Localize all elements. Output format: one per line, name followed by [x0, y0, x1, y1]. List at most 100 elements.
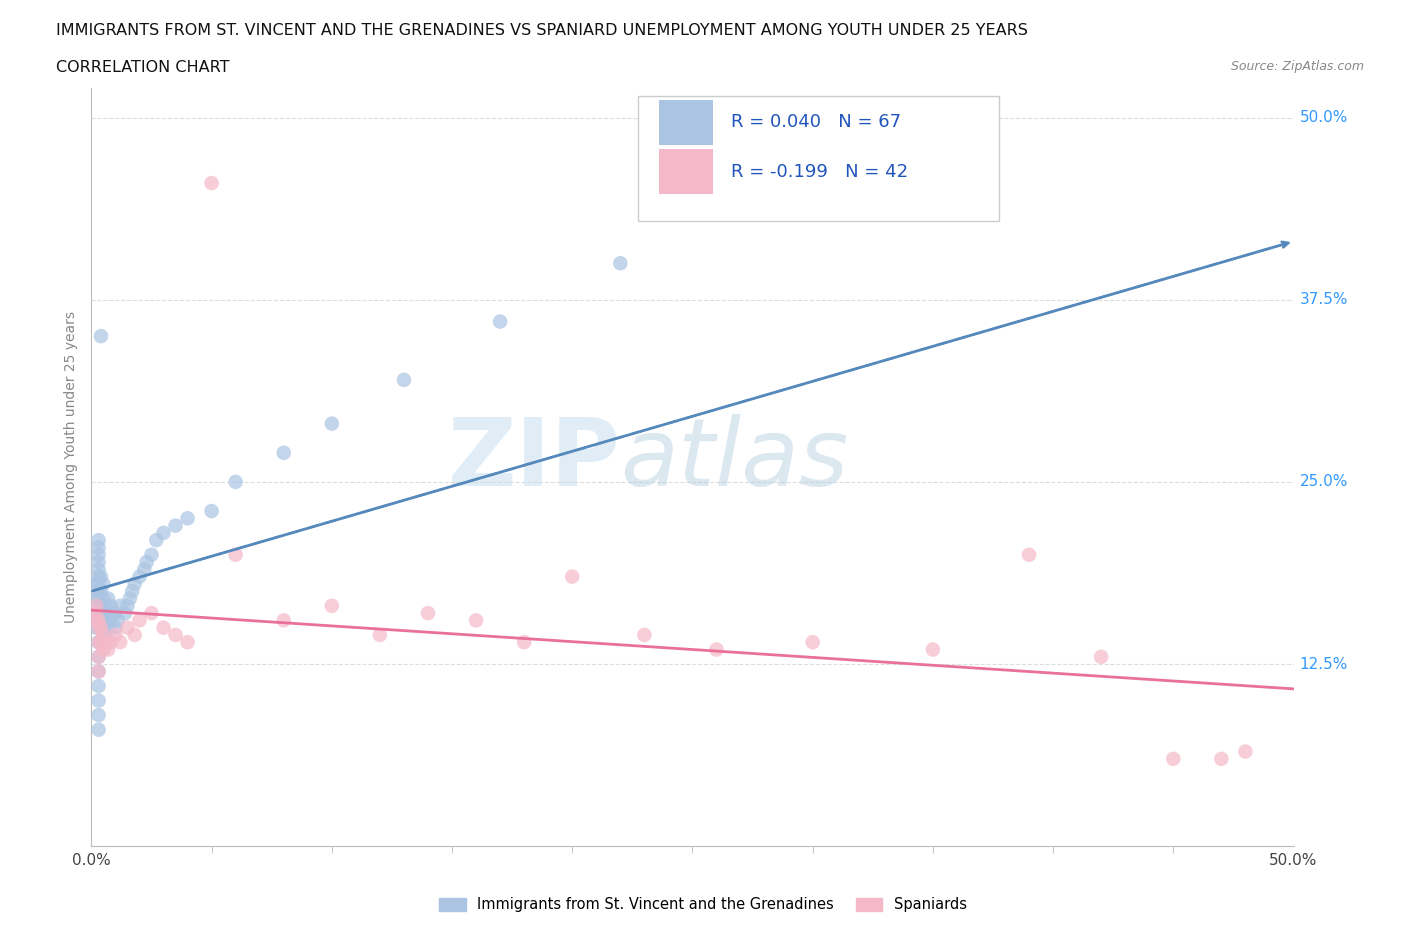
Point — [93, 605, 115, 620]
Point — [100, 613, 122, 628]
Point — [513, 635, 536, 650]
Point — [110, 635, 132, 650]
Point — [416, 605, 439, 620]
Point — [87, 540, 110, 555]
Point — [633, 628, 655, 643]
Point — [97, 605, 120, 620]
Point — [87, 664, 110, 679]
Point — [87, 613, 110, 628]
Point — [87, 562, 110, 577]
Point — [141, 605, 163, 620]
Point — [90, 598, 112, 613]
Point — [201, 504, 224, 519]
Point — [84, 591, 107, 606]
Point — [141, 548, 163, 563]
Point — [97, 620, 120, 635]
Point — [87, 533, 110, 548]
Point — [84, 605, 107, 620]
Point — [273, 613, 295, 628]
Point — [176, 511, 198, 525]
Point — [561, 569, 583, 584]
Point — [321, 416, 343, 431]
Text: Source: ZipAtlas.com: Source: ZipAtlas.com — [1230, 60, 1364, 73]
Point — [93, 635, 115, 650]
Point — [165, 628, 187, 643]
Point — [94, 635, 117, 650]
Point — [273, 445, 295, 460]
Point — [128, 613, 150, 628]
Point — [87, 620, 110, 635]
Point — [121, 584, 143, 599]
Point — [117, 620, 139, 635]
Point — [93, 628, 115, 643]
Point — [87, 554, 110, 569]
Text: 25.0%: 25.0% — [1299, 474, 1348, 489]
Point — [84, 605, 107, 620]
Point — [114, 605, 136, 620]
Point — [101, 605, 124, 620]
Text: 37.5%: 37.5% — [1299, 292, 1348, 307]
Point — [90, 584, 112, 599]
Point — [87, 679, 110, 694]
Point — [87, 605, 110, 620]
Text: ZIP: ZIP — [447, 414, 620, 506]
Y-axis label: Unemployment Among Youth under 25 years: Unemployment Among Youth under 25 years — [65, 312, 79, 623]
Point — [100, 598, 122, 613]
Point — [93, 577, 115, 591]
Point — [489, 314, 512, 329]
Point — [87, 635, 110, 650]
Text: atlas: atlas — [620, 414, 849, 505]
Text: 50.0%: 50.0% — [1299, 110, 1348, 125]
Point — [87, 693, 110, 708]
Point — [107, 613, 129, 628]
Point — [84, 620, 107, 635]
Point — [1090, 649, 1112, 664]
Text: R = -0.199   N = 42: R = -0.199 N = 42 — [731, 163, 908, 180]
Point — [87, 649, 110, 664]
Point — [93, 642, 115, 657]
Text: CORRELATION CHART: CORRELATION CHART — [56, 60, 229, 75]
Point — [87, 649, 110, 664]
Point — [90, 613, 112, 628]
Point — [90, 620, 112, 635]
Point — [87, 591, 110, 606]
Legend: Immigrants from St. Vincent and the Grenadines, Spaniards: Immigrants from St. Vincent and the Gren… — [433, 891, 973, 918]
Point — [87, 723, 110, 737]
Point — [87, 548, 110, 563]
FancyBboxPatch shape — [659, 149, 713, 194]
Point — [84, 613, 107, 628]
Point — [87, 620, 110, 635]
Point — [93, 620, 115, 635]
Text: IMMIGRANTS FROM ST. VINCENT AND THE GRENADINES VS SPANIARD UNEMPLOYMENT AMONG YO: IMMIGRANTS FROM ST. VINCENT AND THE GREN… — [56, 23, 1028, 38]
Point — [97, 591, 120, 606]
Point — [124, 577, 146, 591]
Point — [368, 628, 391, 643]
Point — [104, 620, 127, 635]
Point — [94, 598, 117, 613]
Point — [87, 664, 110, 679]
Point — [87, 708, 110, 723]
Point — [706, 642, 728, 657]
Point — [922, 642, 945, 657]
Point — [225, 548, 247, 563]
Point — [145, 533, 167, 548]
Point — [392, 372, 415, 387]
Point — [128, 569, 150, 584]
Point — [87, 613, 110, 628]
Point — [1211, 751, 1233, 766]
Text: 12.5%: 12.5% — [1299, 657, 1348, 671]
Point — [801, 635, 824, 650]
Point — [100, 635, 122, 650]
Point — [87, 569, 110, 584]
FancyBboxPatch shape — [659, 100, 713, 145]
Point — [90, 569, 112, 584]
Point — [118, 591, 141, 606]
Point — [176, 635, 198, 650]
Point — [165, 518, 187, 533]
Point — [117, 598, 139, 613]
Point — [152, 525, 174, 540]
Point — [87, 577, 110, 591]
Text: R = 0.040   N = 67: R = 0.040 N = 67 — [731, 113, 901, 131]
Point — [135, 554, 157, 569]
Point — [201, 176, 224, 191]
